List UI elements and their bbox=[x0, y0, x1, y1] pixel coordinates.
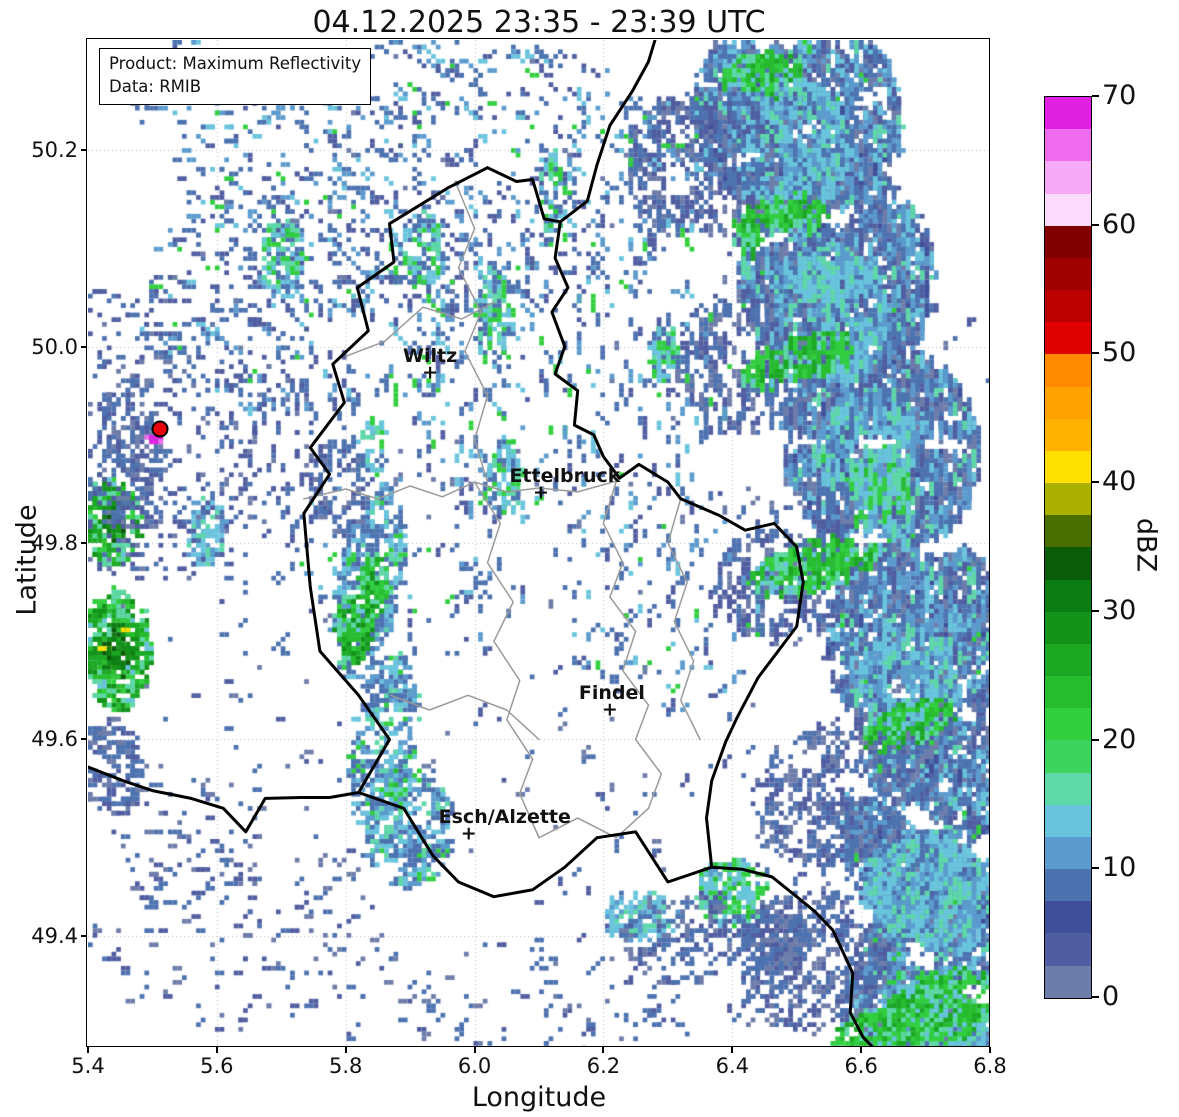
y-tick-mark bbox=[81, 934, 87, 937]
city-label: Wiltz bbox=[403, 345, 458, 368]
city-label: Esch/Alzette bbox=[438, 805, 571, 828]
y-tick-mark bbox=[81, 149, 87, 152]
y-tick-mark bbox=[81, 738, 87, 741]
colorbar-tick-label: 10 bbox=[1102, 852, 1137, 884]
colorbar-tick-label: 70 bbox=[1102, 80, 1137, 111]
colorbar-tick-mark bbox=[1092, 95, 1099, 97]
colorbar-segment bbox=[1045, 804, 1091, 837]
colorbar-segment bbox=[1045, 708, 1091, 741]
colorbar-segment bbox=[1045, 193, 1091, 226]
product-annotation-box: Product: Maximum Reflectivity Data: RMIB bbox=[99, 48, 372, 105]
radar-site-marker bbox=[151, 420, 169, 438]
colorbar-segment bbox=[1045, 933, 1091, 966]
product-line: Product: Maximum Reflectivity bbox=[109, 54, 362, 73]
x-tick-label: 6.0 bbox=[457, 1054, 492, 1078]
colorbar-segment bbox=[1045, 450, 1091, 484]
colorbar-segment bbox=[1045, 836, 1091, 870]
x-axis-label: Longitude bbox=[471, 1082, 607, 1113]
colorbar-segment bbox=[1045, 965, 1091, 998]
x-tick-mark bbox=[473, 1047, 476, 1053]
x-tick-mark bbox=[87, 1047, 89, 1053]
x-tick-mark bbox=[731, 1047, 734, 1053]
x-tick-label: 5.4 bbox=[71, 1054, 105, 1078]
colorbar-segment bbox=[1045, 483, 1091, 516]
x-tick-label: 6.8 bbox=[973, 1054, 1007, 1078]
y-tick-mark bbox=[81, 542, 87, 544]
colorbar-segment bbox=[1045, 97, 1091, 130]
colorbar-tick-label: 30 bbox=[1102, 594, 1137, 626]
y-axis-label: Latitude bbox=[11, 504, 43, 616]
city-label: Findel bbox=[578, 682, 645, 704]
y-tick-label: 49.4 bbox=[31, 923, 78, 948]
colorbar-tick-mark bbox=[1092, 352, 1099, 355]
colorbar-segment bbox=[1045, 322, 1091, 355]
y-tick-label: 50.0 bbox=[31, 334, 78, 359]
colorbar-segment bbox=[1045, 676, 1091, 709]
x-tick-label: 5.8 bbox=[329, 1054, 363, 1078]
colorbar-segment bbox=[1045, 129, 1091, 162]
colorbar-segment bbox=[1045, 354, 1091, 387]
colorbar-segment bbox=[1045, 547, 1091, 580]
x-tick-label: 6.6 bbox=[844, 1054, 878, 1078]
radar-echo-canvas bbox=[88, 40, 990, 1047]
colorbar-segment bbox=[1045, 611, 1091, 644]
x-tick-mark bbox=[860, 1047, 863, 1053]
map-plot-area bbox=[88, 40, 990, 1047]
x-tick-mark bbox=[215, 1047, 218, 1053]
colorbar-tick-mark bbox=[1092, 996, 1099, 998]
colorbar-tick-label: 50 bbox=[1102, 337, 1137, 369]
colorbar-tick-mark bbox=[1092, 223, 1099, 226]
colorbar-segment bbox=[1045, 643, 1091, 677]
colorbar-segment bbox=[1045, 579, 1091, 612]
y-tick-label: 50.2 bbox=[31, 138, 78, 163]
colorbar-segment bbox=[1045, 740, 1091, 773]
colorbar-segment bbox=[1045, 225, 1091, 258]
colorbar-tick-mark bbox=[1092, 609, 1099, 612]
colorbar-tick-mark bbox=[1092, 481, 1099, 484]
colorbar-segment bbox=[1045, 161, 1091, 194]
figure-title: 04.12.2025 23:35 - 23:39 UTC bbox=[312, 5, 766, 40]
x-tick-mark bbox=[989, 1047, 991, 1053]
colorbar-segment bbox=[1045, 386, 1091, 419]
colorbar-segment bbox=[1045, 290, 1091, 323]
colorbar-tick-label: 40 bbox=[1102, 466, 1137, 498]
y-tick-mark bbox=[81, 345, 87, 348]
x-tick-mark bbox=[344, 1047, 347, 1053]
colorbar-segment bbox=[1045, 418, 1091, 451]
y-tick-label: 49.8 bbox=[31, 531, 78, 555]
colorbar-tick-mark bbox=[1092, 738, 1099, 741]
x-tick-mark bbox=[602, 1047, 605, 1053]
colorbar-tick-label: 0 bbox=[1102, 981, 1120, 1012]
colorbar-label: dBZ bbox=[1130, 517, 1162, 573]
colorbar-tick-label: 20 bbox=[1102, 723, 1137, 755]
colorbar-segment bbox=[1045, 869, 1091, 902]
x-tick-label: 6.2 bbox=[586, 1054, 621, 1078]
colorbar-segment bbox=[1045, 772, 1091, 805]
city-label: Ettelbruck bbox=[509, 464, 621, 487]
colorbar-segment bbox=[1045, 515, 1091, 548]
colorbar bbox=[1044, 96, 1092, 999]
data-source-line: Data: RMIB bbox=[109, 76, 202, 96]
x-tick-label: 6.4 bbox=[715, 1054, 749, 1078]
x-tick-label: 5.6 bbox=[200, 1054, 234, 1078]
y-tick-label: 49.6 bbox=[31, 727, 78, 752]
colorbar-tick-label: 60 bbox=[1102, 208, 1137, 240]
colorbar-segment bbox=[1045, 901, 1091, 934]
colorbar-segment bbox=[1045, 257, 1091, 291]
colorbar-tick-mark bbox=[1092, 867, 1099, 870]
